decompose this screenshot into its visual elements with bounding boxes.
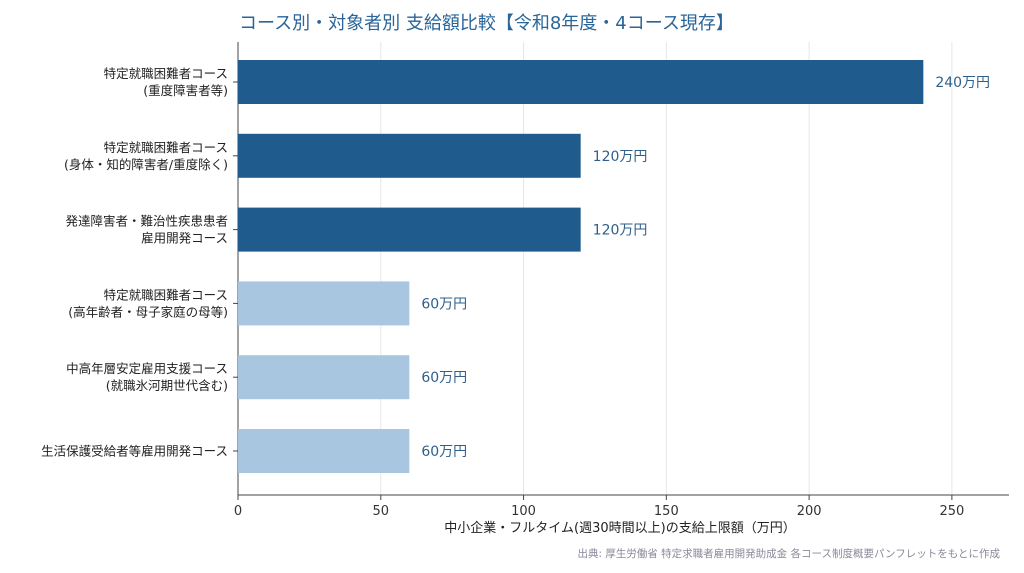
data-label: 120万円 xyxy=(593,223,648,239)
bar xyxy=(238,133,581,178)
bar xyxy=(238,60,924,104)
category-label: 生活保護受給者等雇用開発コース xyxy=(41,444,228,459)
x-tick-label: 250 xyxy=(939,504,964,519)
category-label: 中高年層安定雇用支援コース (就職氷河期世代含む) xyxy=(66,361,228,393)
category-label-line: (重度障害者等) xyxy=(143,83,228,98)
x-tick-label: 200 xyxy=(797,504,822,519)
category-labels: 特定就職困難者コース (重度障害者等) 特定就職困難者コース (身体・知的障害者/重度… xyxy=(41,66,228,459)
category-label-line: 特定就職困難者コース xyxy=(104,140,228,155)
category-label-line: (高年齢者・母子家庭の母等) xyxy=(68,304,228,319)
data-label: 120万円 xyxy=(593,149,648,165)
category-label-line: (就職氷河期世代含む) xyxy=(106,378,228,393)
x-axis-label: 中小企業・フルタイム(週30時間以上)の支給上限額（万円） xyxy=(444,520,795,536)
data-label: 60万円 xyxy=(421,444,467,460)
source-note: 出典: 厚生労働省 特定求職者雇用開発助成金 各コース制度概要パンフレットをもと… xyxy=(577,547,1000,560)
axes xyxy=(233,42,1009,500)
bar xyxy=(238,207,581,252)
x-tick-label: 0 xyxy=(234,504,242,519)
category-label-line: 中高年層安定雇用支援コース xyxy=(66,361,228,376)
category-label: 特定就職困難者コース (身体・知的障害者/重度除く) xyxy=(64,140,228,172)
bar xyxy=(238,281,410,326)
category-label-line: 特定就職困難者コース xyxy=(104,66,228,81)
category-label-line: 生活保護受給者等雇用開発コース xyxy=(41,444,228,459)
chart-title: コース別・対象者別 支給額比較【令和8年度・4コース現存】 xyxy=(239,13,734,34)
data-label: 240万円 xyxy=(935,75,990,91)
x-tick-label: 150 xyxy=(654,504,679,519)
x-tick-label: 50 xyxy=(373,504,390,519)
category-label-line: 発達障害者・難治性疾患患者 xyxy=(65,214,228,229)
data-labels: 240万円 120万円 120万円 60万円 60万円 60万円 xyxy=(421,75,990,460)
bars xyxy=(238,60,924,473)
data-label: 60万円 xyxy=(421,370,467,386)
category-label: 特定就職困難者コース (高年齢者・母子家庭の母等) xyxy=(68,287,228,319)
category-label-line: 雇用開発コース xyxy=(141,231,228,246)
x-tick-label: 100 xyxy=(511,504,536,519)
category-label-line: (身体・知的障害者/重度除く) xyxy=(64,157,228,172)
x-tick-labels: 0 50 100 150 200 250 xyxy=(234,504,964,519)
bar xyxy=(238,355,410,400)
bar xyxy=(238,429,410,473)
grid-lines xyxy=(237,42,953,495)
category-label: 発達障害者・難治性疾患患者雇用開発コース xyxy=(65,214,228,246)
data-label: 60万円 xyxy=(421,296,467,312)
category-label: 特定就職困難者コース (重度障害者等) xyxy=(104,66,228,98)
category-label-line: 特定就職困難者コース xyxy=(104,287,228,302)
